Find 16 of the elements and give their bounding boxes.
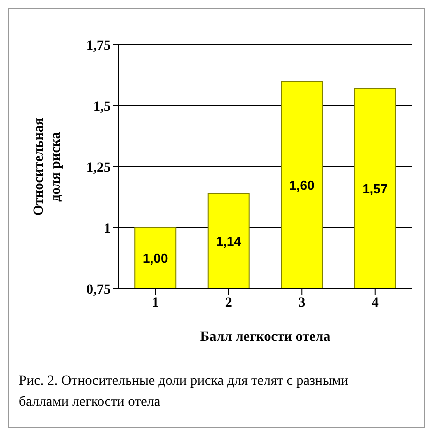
y-axis-title: Относительная доля риска [32,118,64,216]
y-tick-label: 1,5 [94,100,111,115]
y-tick-label: 1,75 [86,38,111,54]
y-tick-label: 1 [104,222,111,237]
data-label: 1,60 [289,178,315,193]
y-tick-label: 1,25 [86,160,111,176]
data-label: 1,00 [142,251,168,266]
y-tick-label: 0,75 [86,282,111,298]
x-tick-label: 4 [372,296,379,311]
data-label: 1,57 [362,182,388,197]
text: Рис. 2. Относительные доли риска для телят с разными баллами легкости отела [19,373,349,412]
data-label: 1,14 [216,234,242,250]
x-axis-title: Балл легкости отела [200,330,331,345]
x-tick-label: 3 [298,296,306,311]
x-tick-label: 2 [225,296,232,311]
x-tick-label: 1 [152,296,160,311]
